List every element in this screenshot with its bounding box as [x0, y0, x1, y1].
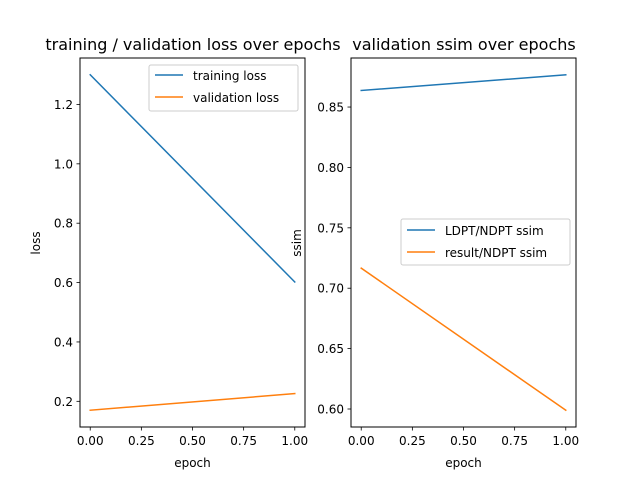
y-tick-label: 0.80 [317, 161, 344, 175]
ssim-y-ticks: 0.60 0.65 0.70 0.75 0.80 0.85 [317, 101, 351, 417]
loss-x-axis-label: epoch [174, 456, 211, 470]
y-tick-label: 0.4 [54, 335, 73, 349]
loss-y-axis-label: loss [29, 231, 43, 254]
x-tick-label: 0.75 [230, 434, 257, 448]
ssim-x-ticks: 0.00 0.25 0.50 0.75 1.00 [348, 427, 579, 448]
loss-series-lines [89, 73, 296, 412]
y-tick-label: 0.8 [54, 217, 73, 231]
y-tick-label: 0.65 [317, 342, 344, 356]
y-tick-label: 0.70 [317, 282, 344, 296]
loss-legend: training loss validation loss [148, 64, 299, 112]
series-line-validation-loss [89, 392, 296, 412]
loss-panel: training / validation loss over epochs 0… [29, 35, 341, 470]
ssim-x-axis-label: epoch [445, 456, 482, 470]
ssim-chart-title: validation ssim over epochs [352, 35, 575, 54]
x-tick-label: 0.25 [399, 434, 426, 448]
loss-x-ticks: 0.00 0.25 0.50 0.75 1.00 [77, 427, 308, 448]
y-tick-label: 0.85 [317, 101, 344, 115]
x-tick-label: 0.50 [179, 434, 206, 448]
y-tick-label: 0.60 [317, 403, 344, 417]
legend-label-validation-loss: validation loss [193, 91, 279, 105]
x-tick-label: 0.25 [128, 434, 155, 448]
legend-label-ldpt-ndpt-ssim: LDPT/NDPT ssim [445, 224, 544, 238]
x-tick-label: 1.00 [281, 434, 308, 448]
legend-label-result-ndpt-ssim: result/NDPT ssim [445, 246, 547, 260]
ssim-legend: LDPT/NDPT ssim result/NDPT ssim [400, 218, 571, 266]
ssim-series-lines [360, 73, 567, 412]
ssim-legend-box [400, 218, 571, 266]
ssim-plot-frame [350, 57, 577, 428]
y-tick-label: 0.6 [54, 276, 73, 290]
x-tick-label: 0.00 [77, 434, 104, 448]
loss-plot-frame [79, 57, 306, 428]
y-tick-label: 1.2 [54, 98, 73, 112]
loss-y-ticks: 0.2 0.4 0.6 0.8 1.0 1.2 [54, 98, 80, 409]
loss-legend-box [148, 64, 299, 112]
x-tick-label: 0.00 [348, 434, 375, 448]
y-tick-label: 1.0 [54, 157, 73, 171]
y-tick-label: 0.2 [54, 395, 73, 409]
series-line-result-ndpt-ssim [360, 267, 567, 412]
ssim-panel: validation ssim over epochs 0.60 0.65 0.70… [290, 35, 579, 470]
x-tick-label: 1.00 [552, 434, 579, 448]
x-tick-label: 0.50 [450, 434, 477, 448]
y-tick-label: 0.75 [317, 221, 344, 235]
loss-chart-title: training / validation loss over epochs [45, 35, 340, 54]
x-tick-label: 0.75 [501, 434, 528, 448]
ssim-y-axis-label: ssim [290, 229, 304, 257]
series-line-ldpt-ndpt-ssim [360, 73, 567, 92]
series-line-training-loss [89, 73, 296, 284]
legend-label-training-loss: training loss [193, 69, 266, 83]
